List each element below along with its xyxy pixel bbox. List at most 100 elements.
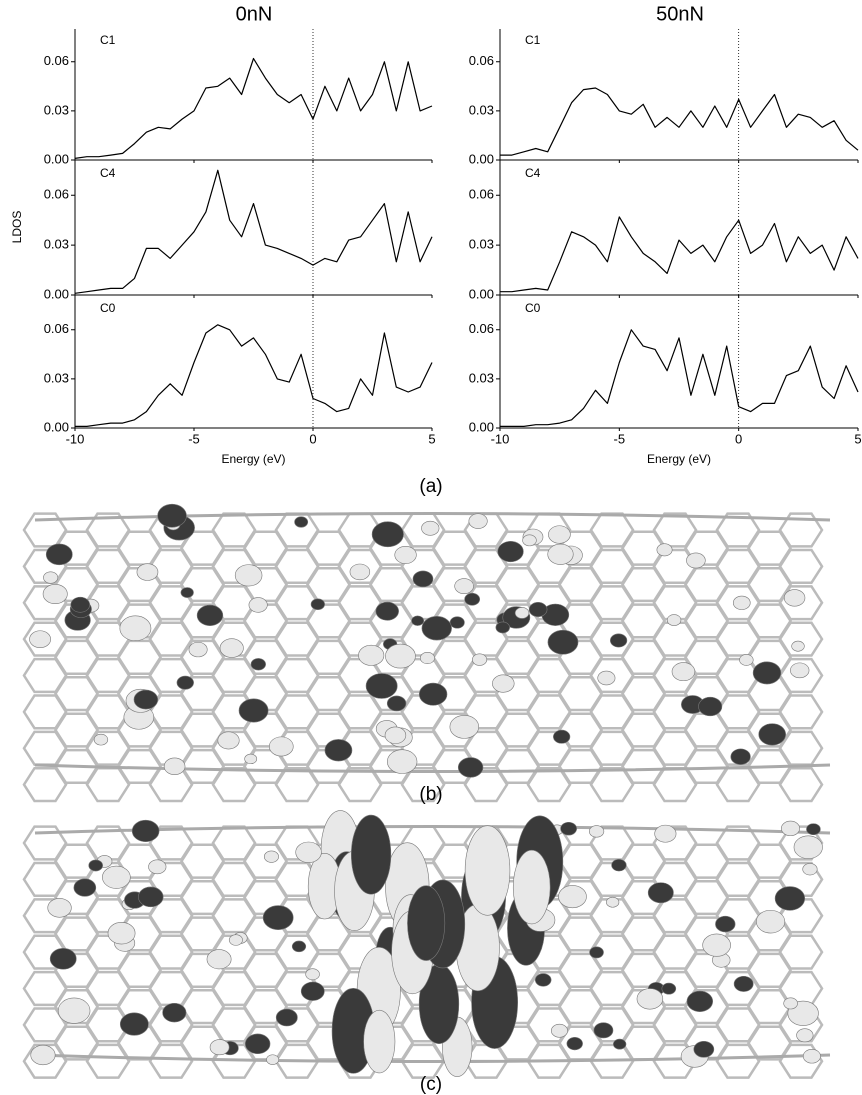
- panel-label: C1: [525, 33, 541, 47]
- orbital-lobe: [497, 541, 524, 563]
- orbital-lobe: [671, 662, 696, 682]
- x-axis-label: Energy (eV): [647, 452, 711, 466]
- orbital-lobe: [715, 915, 736, 933]
- bond: [715, 766, 761, 803]
- orbital-lobe: [162, 1002, 187, 1023]
- orbital-lobe: [588, 825, 605, 838]
- orbital-lobe: [464, 592, 481, 606]
- bond: [778, 934, 824, 970]
- orbital-lobe: [693, 1040, 715, 1058]
- orbital-lobe: [547, 543, 574, 565]
- orbital-lobe: [119, 1012, 149, 1036]
- y-tick-label: 0.06: [469, 321, 494, 336]
- caption: (c): [420, 1074, 442, 1095]
- y-tick-label: 0.00: [44, 286, 69, 301]
- orbital-lobe: [656, 543, 673, 557]
- orbital-lobe: [421, 520, 440, 536]
- orbital-lobe: [294, 516, 309, 528]
- orbital-lobe: [163, 757, 186, 775]
- caption: (b): [419, 784, 442, 805]
- orbital-lobe: [324, 739, 353, 762]
- orbital-lobe: [136, 563, 159, 581]
- y-tick-label: 0.03: [44, 237, 69, 252]
- orbital-lobe: [107, 922, 136, 945]
- orbital-lobe: [138, 886, 164, 908]
- y-tick-label: 0.03: [469, 237, 494, 252]
- bond: [211, 1043, 257, 1079]
- orbital-lobe: [349, 563, 371, 581]
- y-tick-label: 0.00: [469, 419, 494, 434]
- orbital-lobe: [610, 633, 628, 648]
- orbital-lobe: [702, 933, 731, 957]
- bond: [337, 766, 383, 803]
- orbital-lobe: [358, 644, 385, 666]
- orbital-lobe: [29, 630, 51, 648]
- orbital-lobe: [93, 733, 109, 746]
- orbital-lobe: [758, 723, 786, 746]
- bond: [778, 861, 824, 897]
- orbital-lobe: [266, 1054, 280, 1065]
- x-tick-label: 5: [854, 431, 861, 446]
- orbital-lobe: [589, 946, 604, 959]
- orbital-lobe: [495, 621, 510, 634]
- bond: [463, 766, 509, 803]
- orbital-lobe: [217, 731, 240, 750]
- y-tick-label: 0.03: [469, 102, 494, 117]
- panel-label: C0: [525, 301, 541, 315]
- bond: [778, 585, 824, 621]
- column-title: 0nN: [236, 3, 273, 25]
- orbital-lobe: [606, 896, 620, 908]
- bond: [778, 766, 824, 803]
- orbital-lobe: [45, 543, 73, 566]
- bond: [778, 621, 824, 657]
- orbital-lobe: [756, 909, 786, 934]
- orbital-lobe: [385, 643, 416, 669]
- bond: [211, 766, 257, 803]
- bond: [22, 1043, 68, 1079]
- orbital-lobe: [371, 521, 404, 548]
- orbital-lobe: [248, 597, 268, 613]
- orbital-lobe: [365, 673, 398, 699]
- orbital-lobe: [263, 850, 279, 863]
- orbital-lobe: [449, 616, 465, 629]
- orbital-lobe: [244, 1033, 271, 1055]
- y-tick-label: 0.06: [44, 187, 69, 202]
- column-title: 50nN: [656, 3, 704, 25]
- bond: [778, 1043, 824, 1079]
- y-tick-label: 0.06: [44, 321, 69, 336]
- orbital-lobe: [386, 695, 407, 712]
- orbital-lobe: [386, 749, 418, 774]
- orbital-lobe: [196, 604, 224, 626]
- x-tick-label: -5: [188, 431, 200, 446]
- orbital-lobe: [70, 596, 91, 613]
- ldos-line: [500, 87, 859, 156]
- orbital-lobe: [752, 661, 782, 685]
- y-tick-label: 0.00: [44, 419, 69, 434]
- ldos-line: [500, 216, 859, 293]
- orbital-lobe: [472, 653, 488, 666]
- orbital-lobe: [550, 1023, 568, 1038]
- orbital-lobe: [560, 821, 577, 836]
- orbital-lobe: [464, 825, 511, 916]
- orbital-lobe: [42, 583, 68, 605]
- y-tick-label: 0.00: [469, 286, 494, 301]
- y-tick-label: 0.03: [44, 370, 69, 385]
- orbital-lobe: [295, 841, 322, 863]
- orbital-lobe: [593, 1022, 614, 1039]
- y-axis-label: LDOS: [10, 211, 24, 244]
- orbital-lobe: [262, 905, 294, 930]
- orbital-lobe: [534, 973, 552, 987]
- orbital-lobe: [547, 629, 579, 655]
- bond: [526, 766, 572, 803]
- orbital-lobe: [661, 982, 677, 995]
- y-tick-label: 0.00: [44, 151, 69, 166]
- orbital-lobe: [238, 698, 269, 723]
- caption: (a): [419, 476, 442, 497]
- orbital-lobe: [244, 753, 258, 765]
- orbital-lobe: [790, 662, 810, 679]
- orbital-lobe: [157, 503, 187, 528]
- orbital-lobe: [250, 658, 266, 671]
- x-tick-label: -10: [66, 431, 85, 446]
- ldos-line: [75, 324, 433, 427]
- orbital-lobe: [613, 1038, 627, 1050]
